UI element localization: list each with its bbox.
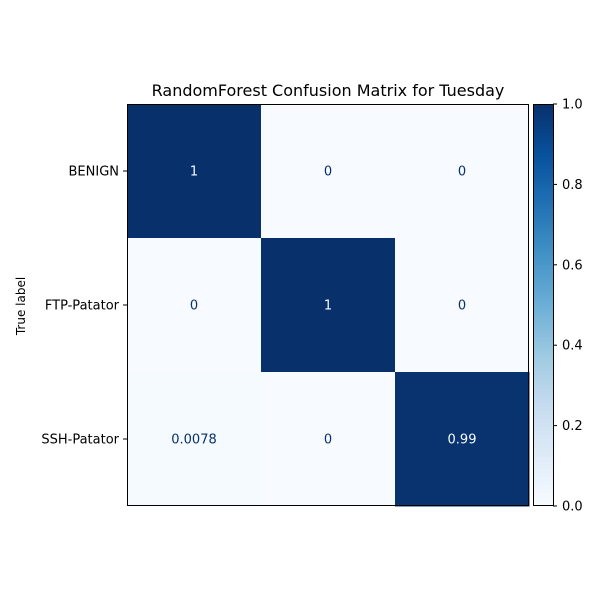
heatmap-cell <box>395 372 530 507</box>
cell-value-label: 1 <box>324 299 332 314</box>
cell-value-label: 0 <box>190 299 198 314</box>
heatmap-cell <box>127 372 262 507</box>
heatmap-cell <box>261 372 396 507</box>
y-axis-ticks: BENIGN FTP-Patator SSH-Patator <box>41 165 127 448</box>
colorbar-tick-label: 0.0 <box>562 500 583 515</box>
heatmap-cell <box>127 238 262 373</box>
heatmap-cells <box>127 104 530 507</box>
cell-value-label: 0 <box>458 299 466 314</box>
y-tick-label: FTP-Patator <box>45 299 120 314</box>
colorbar-tick-label: 0.6 <box>562 258 583 273</box>
cell-value-label: 0.99 <box>448 433 477 448</box>
y-tick-label: SSH-Patator <box>41 433 119 448</box>
y-tick-label: BENIGN <box>69 165 120 180</box>
heatmap-cell <box>395 238 530 373</box>
cell-value-label: 0 <box>458 165 466 180</box>
colorbar-tick-label: 0.2 <box>562 419 583 434</box>
heatmap-cell <box>127 104 262 239</box>
heatmap-frame <box>127 104 529 506</box>
cell-value-label: 0 <box>324 165 332 180</box>
colorbar <box>533 104 553 506</box>
heatmap-cell <box>261 238 396 373</box>
heatmap-cell <box>395 104 530 239</box>
cell-value-label: 1 <box>190 165 198 180</box>
colorbar-tick-label: 0.4 <box>562 339 583 354</box>
y-axis-label: True label <box>14 277 28 336</box>
cell-value-label: 0.0078 <box>171 433 217 448</box>
colorbar-frame <box>533 104 554 506</box>
cell-value-label: 0 <box>324 433 332 448</box>
chart-title: RandomForest Confusion Matrix for Tuesda… <box>152 81 505 100</box>
colorbar-ticks: 0.0 0.2 0.4 0.6 0.8 1.0 <box>553 98 583 515</box>
heatmap-cell <box>261 104 396 239</box>
colorbar-tick-label: 0.8 <box>562 178 583 193</box>
colorbar-tick-label: 1.0 <box>562 98 583 113</box>
heatmap-cell-labels: 1 0 0 0 1 0 0.0078 0 0.99 <box>171 165 476 448</box>
